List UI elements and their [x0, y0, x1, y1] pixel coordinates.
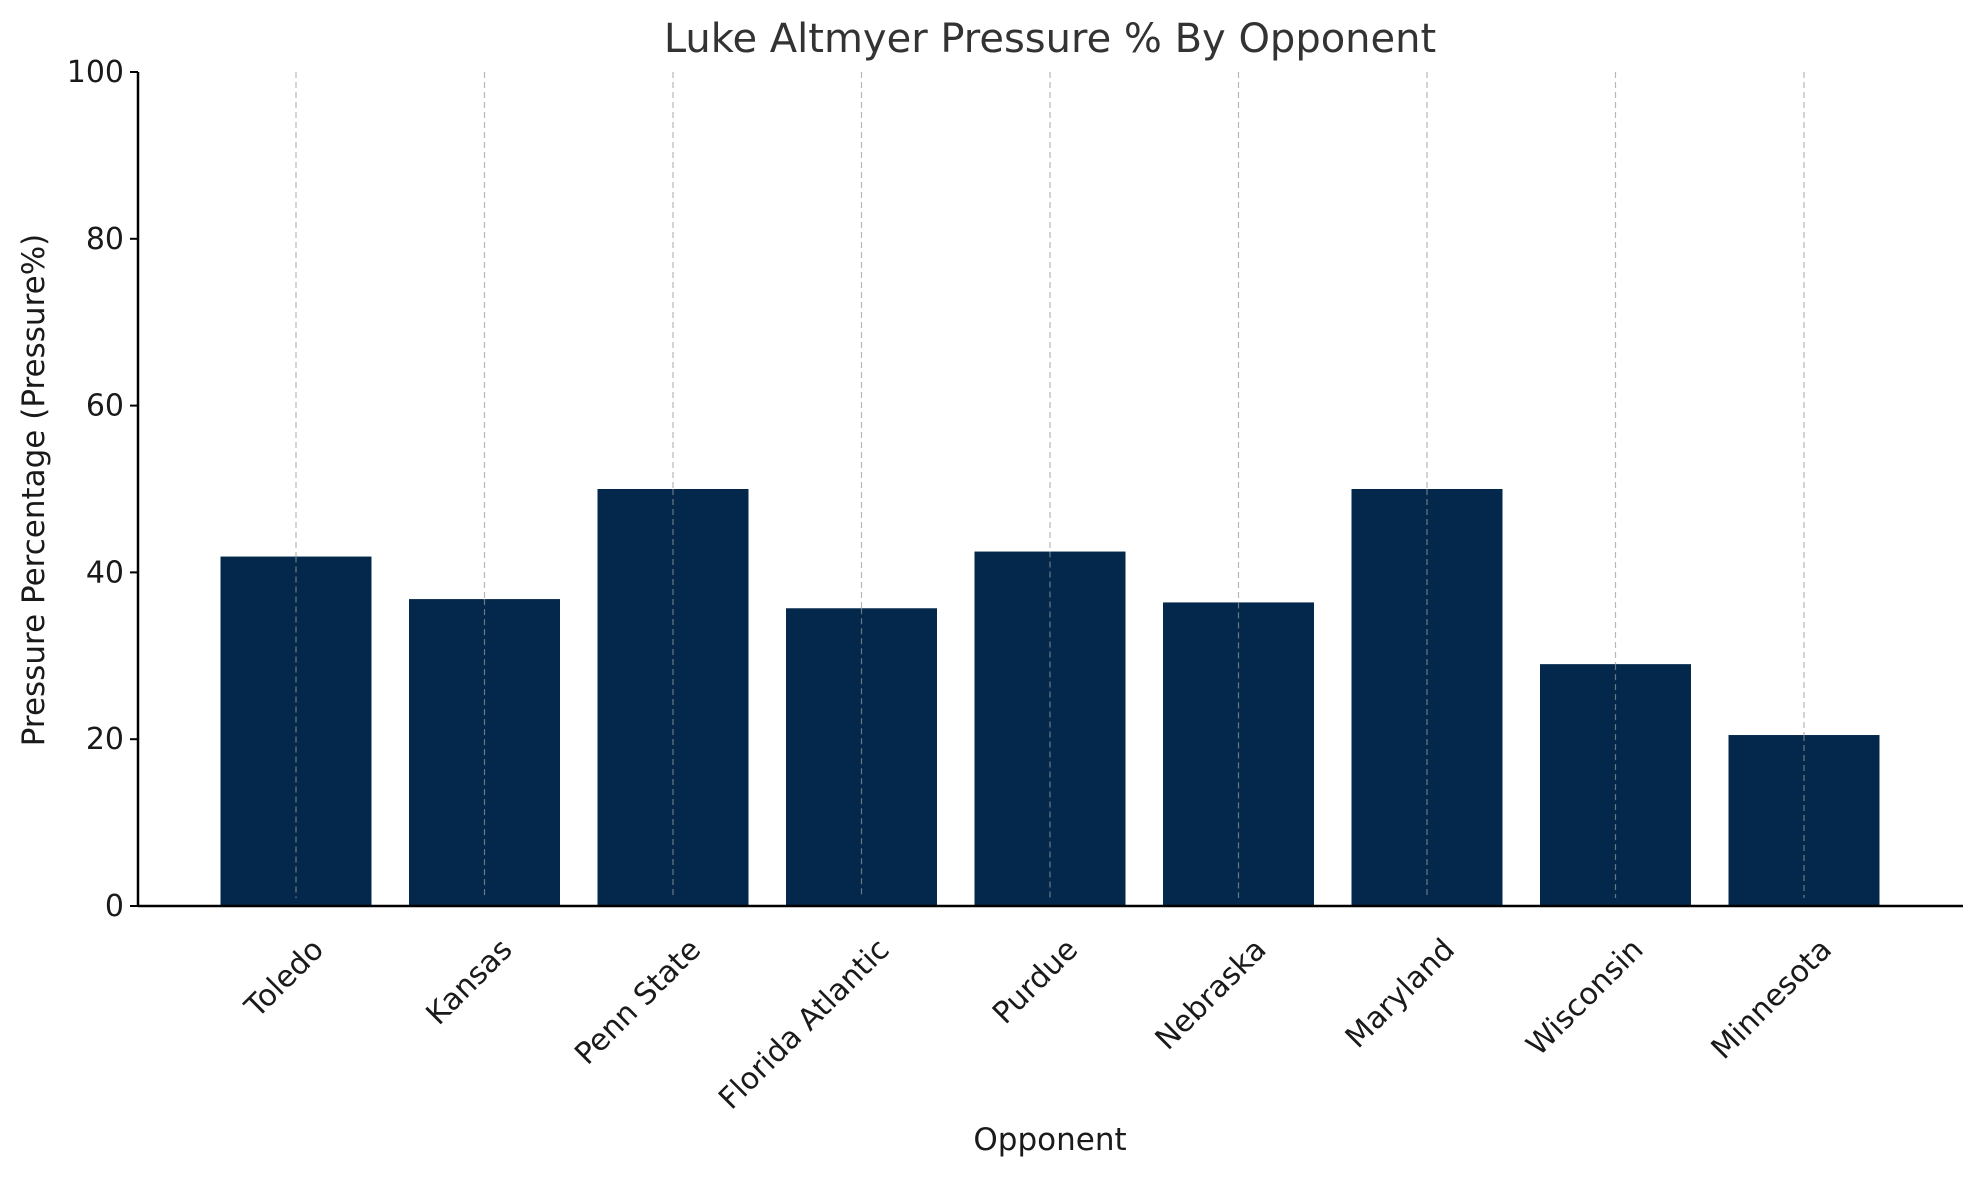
bar-penn-state [597, 489, 749, 906]
bars [220, 489, 1880, 906]
grid-lines-overlay [295, 489, 1805, 898]
chart-title: Luke Altmyer Pressure % By Opponent [664, 16, 1436, 62]
x-tick-label: Wisconsin [1520, 932, 1651, 1063]
y-tick-label: 80 [86, 222, 124, 257]
y-tick-label: 0 [105, 889, 124, 924]
bar-maryland [1351, 489, 1503, 906]
x-tick-label: Nebraska [1149, 932, 1274, 1057]
y-tick-label: 100 [67, 55, 124, 90]
x-tick-label: Penn State [568, 932, 708, 1072]
x-tick-label: Purdue [986, 932, 1085, 1031]
y-tick-label: 40 [86, 555, 124, 590]
x-tick-label: Minnesota [1705, 932, 1839, 1066]
x-tick-label: Toledo [238, 932, 331, 1025]
x-tick-label: Maryland [1339, 932, 1462, 1055]
x-axis-label: Opponent [973, 1122, 1126, 1158]
grid-lines [295, 72, 1805, 898]
axes [130, 71, 1963, 908]
x-tick-label: Kansas [420, 932, 520, 1032]
y-tick-label: 60 [86, 389, 124, 424]
y-axis-label: Pressure Percentage (Pressure%) [16, 234, 52, 746]
bar-florida-atlantic [786, 608, 937, 906]
x-tick-label: Florida Atlantic [712, 932, 896, 1116]
y-tick-label: 20 [86, 722, 124, 757]
